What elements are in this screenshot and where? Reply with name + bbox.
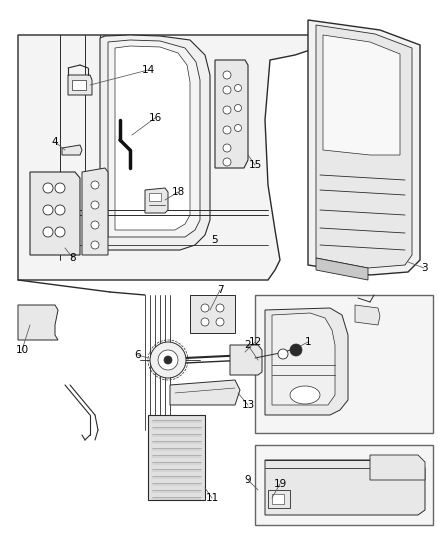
Text: 8: 8 [70, 253, 76, 263]
Ellipse shape [223, 144, 231, 152]
Polygon shape [82, 168, 108, 255]
Polygon shape [108, 40, 200, 237]
Ellipse shape [223, 126, 231, 134]
Ellipse shape [43, 227, 53, 237]
Ellipse shape [278, 349, 288, 359]
Polygon shape [170, 380, 240, 405]
Polygon shape [230, 345, 262, 375]
Ellipse shape [91, 221, 99, 229]
Polygon shape [265, 308, 348, 415]
Polygon shape [30, 172, 80, 255]
Polygon shape [145, 188, 168, 213]
Ellipse shape [201, 318, 209, 326]
Polygon shape [316, 25, 412, 268]
Text: 14: 14 [141, 65, 155, 75]
Ellipse shape [216, 304, 224, 312]
Polygon shape [323, 35, 400, 155]
Bar [72, 80, 86, 90]
Ellipse shape [234, 85, 241, 92]
Polygon shape [215, 60, 248, 168]
Ellipse shape [290, 386, 320, 404]
Polygon shape [18, 35, 310, 280]
Text: 15: 15 [248, 160, 261, 170]
Text: 16: 16 [148, 113, 162, 123]
Ellipse shape [201, 304, 209, 312]
Bar [255, 445, 433, 525]
Bar [255, 295, 433, 433]
Polygon shape [68, 75, 92, 95]
Ellipse shape [91, 201, 99, 209]
Text: 2: 2 [245, 340, 251, 350]
Ellipse shape [43, 205, 53, 215]
Polygon shape [370, 455, 425, 480]
Bar [149, 193, 161, 201]
Ellipse shape [216, 318, 224, 326]
Text: 1: 1 [305, 337, 311, 347]
Text: 19: 19 [273, 479, 286, 489]
Ellipse shape [290, 344, 302, 356]
Ellipse shape [55, 205, 65, 215]
Polygon shape [265, 460, 425, 515]
Polygon shape [62, 145, 82, 155]
Ellipse shape [223, 71, 231, 79]
Ellipse shape [234, 125, 241, 132]
Text: 10: 10 [15, 345, 28, 355]
Ellipse shape [91, 181, 99, 189]
Text: 12: 12 [248, 337, 261, 347]
Text: 6: 6 [135, 350, 141, 360]
Bar [272, 494, 284, 504]
Text: 18: 18 [171, 187, 185, 197]
Ellipse shape [234, 104, 241, 111]
Ellipse shape [150, 342, 186, 378]
Polygon shape [148, 415, 205, 500]
Ellipse shape [164, 356, 172, 364]
Text: 11: 11 [205, 493, 219, 503]
Polygon shape [308, 20, 420, 275]
Text: 3: 3 [420, 263, 427, 273]
Ellipse shape [223, 158, 231, 166]
Polygon shape [355, 305, 380, 325]
Bar [190, 295, 235, 333]
Text: 4: 4 [52, 137, 58, 147]
Polygon shape [100, 35, 210, 250]
Polygon shape [272, 313, 335, 405]
Text: 9: 9 [245, 475, 251, 485]
Text: 7: 7 [217, 285, 223, 295]
Ellipse shape [55, 183, 65, 193]
Ellipse shape [223, 106, 231, 114]
Text: 13: 13 [241, 400, 254, 410]
Polygon shape [316, 258, 368, 280]
Ellipse shape [55, 227, 65, 237]
Polygon shape [18, 305, 58, 340]
Ellipse shape [158, 350, 178, 370]
Ellipse shape [223, 86, 231, 94]
Polygon shape [115, 46, 190, 230]
Bar [268, 490, 290, 508]
Text: 5: 5 [212, 235, 218, 245]
Ellipse shape [43, 183, 53, 193]
Ellipse shape [91, 241, 99, 249]
